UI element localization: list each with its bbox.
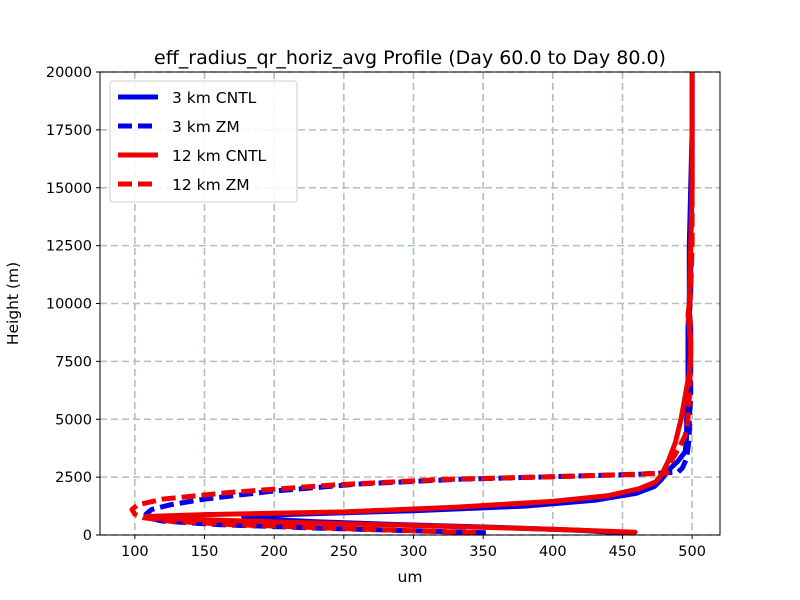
- x-tick-label: 500: [678, 544, 706, 560]
- series-lines: [129, 72, 695, 535]
- x-tick-label: 200: [260, 544, 288, 560]
- series-line-12-km-cntl: [143, 72, 695, 535]
- x-axis-label: um: [398, 568, 423, 586]
- legend-label: 12 km ZM: [172, 176, 250, 194]
- x-tick-label: 350: [469, 544, 497, 560]
- y-tick-label: 20000: [46, 65, 92, 81]
- y-tick-label: 5000: [55, 412, 92, 428]
- y-tick-label: 0: [83, 528, 92, 544]
- x-tick-label: 150: [191, 544, 219, 560]
- y-tick-label: 12500: [46, 239, 92, 255]
- x-tick-label: 100: [121, 544, 149, 560]
- y-tick-label: 2500: [55, 470, 92, 486]
- legend-label: 3 km ZM: [172, 118, 240, 136]
- legend: 3 km CNTL 3 km ZM 12 km CNTL 12 km ZM: [109, 80, 298, 203]
- legend-box: [109, 80, 298, 203]
- y-tick-label: 17500: [46, 123, 92, 139]
- legend-label: 12 km CNTL: [172, 147, 267, 165]
- series-line-12-km-zm: [129, 72, 695, 535]
- legend-label: 3 km CNTL: [172, 89, 257, 107]
- y-axis-label: Height (m): [4, 262, 22, 345]
- x-tick-label: 450: [609, 544, 637, 560]
- x-tick-label: 250: [330, 544, 358, 560]
- series-line-3-km-cntl: [241, 72, 695, 535]
- x-tick-label: 400: [539, 544, 567, 560]
- x-tick-label: 300: [400, 544, 428, 560]
- y-tick-label: 15000: [46, 181, 92, 197]
- y-tick-label: 7500: [55, 354, 92, 370]
- axis-ticks: 100 150 200 250 300 350 400 450 5000250050007500…: [46, 65, 706, 560]
- chart-title: eff_radius_qr_horiz_avg Profile (Day 60.…: [154, 47, 666, 69]
- y-tick-label: 10000: [46, 297, 92, 313]
